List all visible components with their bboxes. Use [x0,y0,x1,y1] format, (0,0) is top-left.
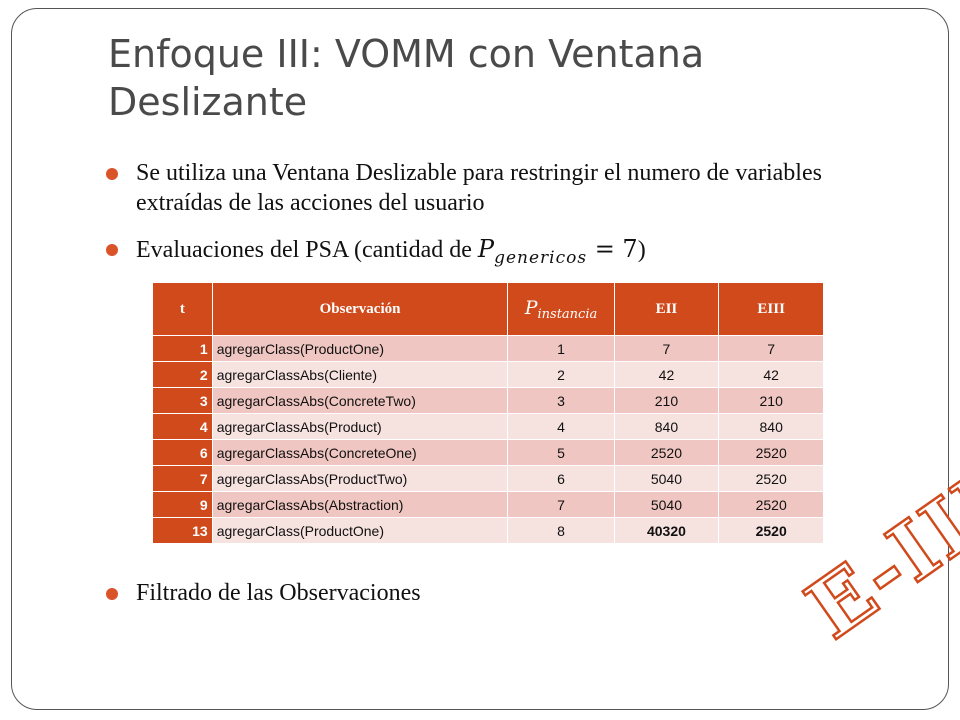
cell-t: 4 [152,413,213,440]
formula-equals: = 7 [587,235,638,263]
cell-p-instancia: 8 [507,517,615,544]
cell-t: 7 [152,465,213,492]
table-row: 2 agregarClassAbs(Cliente) 2 42 42 [152,361,824,388]
cell-p-instancia: 5 [507,439,615,466]
cell-eiii: 2520 [718,491,824,518]
table-row: 9 agregarClassAbs(Abstraction) 7 5040 25… [152,491,824,518]
cell-eii: 42 [613,361,720,388]
cell-eii: 5040 [613,465,720,492]
cell-eiii: 7 [718,335,824,362]
cell-eiii: 840 [718,413,824,440]
cell-t: 13 [152,517,213,544]
cell-eiii: 2520 [718,465,824,492]
cell-eii: 210 [613,387,720,414]
table-header-row: t Observación Pinstancia EII EIII [152,282,824,336]
table-row: 6 agregarClassAbs(ConcreteOne) 5 2520 25… [152,439,824,466]
cell-observacion: agregarClassAbs(ProductTwo) [211,465,509,492]
cell-p-instancia: 3 [507,387,615,414]
header-eii: EII [613,282,720,336]
cell-t: 3 [152,387,213,414]
header-eiii: EIII [718,282,824,336]
cell-eii: 7 [613,335,720,362]
cell-observacion: agregarClass(ProductOne) [211,335,509,362]
cell-observacion: agregarClassAbs(Cliente) [211,361,509,388]
header-observacion: Observación [211,282,509,336]
bullet-text: Evaluaciones del PSA (cantidad de [136,237,478,263]
cell-p-instancia: 4 [507,413,615,440]
table-row: 1 agregarClass(ProductOne) 1 7 7 [152,335,824,362]
formula-subscript: genericos [494,248,588,268]
cell-observacion: agregarClassAbs(Abstraction) [211,491,509,518]
bullet-dot-icon [106,588,118,600]
cell-t: 9 [152,491,213,518]
formula-subscript: instancia [537,306,598,322]
formula-symbol: P [477,235,495,263]
observations-table: t Observación Pinstancia EII EIII 1 agre… [152,282,824,544]
cell-eii: 5040 [613,491,720,518]
cell-eii: 2520 [613,439,720,466]
cell-eiii: 210 [718,387,824,414]
table-row: 7 agregarClassAbs(ProductTwo) 6 5040 252… [152,465,824,492]
bullet-text-with-formula: Evaluaciones del PSA (cantidad de Pgener… [136,234,856,273]
bullet-dot-icon [106,168,118,180]
bullet-dot-icon [106,244,118,256]
cell-eii: 840 [613,413,720,440]
cell-observacion: agregarClassAbs(ConcreteTwo) [211,387,509,414]
cell-observacion: agregarClassAbs(Product) [211,413,509,440]
header-p-instancia: Pinstancia [507,282,615,336]
cell-p-instancia: 2 [507,361,615,388]
cell-eiii: 42 [718,361,824,388]
table-row: 4 agregarClassAbs(Product) 4 840 840 [152,413,824,440]
header-t: t [152,282,213,336]
cell-p-instancia: 7 [507,491,615,518]
cell-eii: 40320 [613,517,720,544]
cell-eiii: 2520 [718,439,824,466]
cell-p-instancia: 6 [507,465,615,492]
cell-eiii: 2520 [718,517,824,544]
cell-p-instancia: 1 [507,335,615,362]
cell-t: 6 [152,439,213,466]
cell-t: 2 [152,361,213,388]
cell-t: 1 [152,335,213,362]
bullet-text: Filtrado de las Observaciones [136,580,421,606]
slide-title: Enfoque III: VOMM con Ventana Deslizante [108,32,705,124]
formula-symbol: P [524,296,538,319]
table-row: 3 agregarClassAbs(ConcreteTwo) 3 210 210 [152,387,824,414]
p-genericos-formula: Pgenericos = 7 [477,235,638,268]
cell-observacion: agregarClassAbs(ConcreteOne) [211,439,509,466]
p-instancia-formula: Pinstancia [524,296,598,322]
bullet-text: Se utiliza una Ventana Deslizable para r… [136,160,822,216]
formula-suffix: ) [637,237,646,263]
cell-observacion: agregarClass(ProductOne) [211,517,509,544]
table-row: 13 agregarClass(ProductOne) 8 40320 2520 [152,517,824,544]
